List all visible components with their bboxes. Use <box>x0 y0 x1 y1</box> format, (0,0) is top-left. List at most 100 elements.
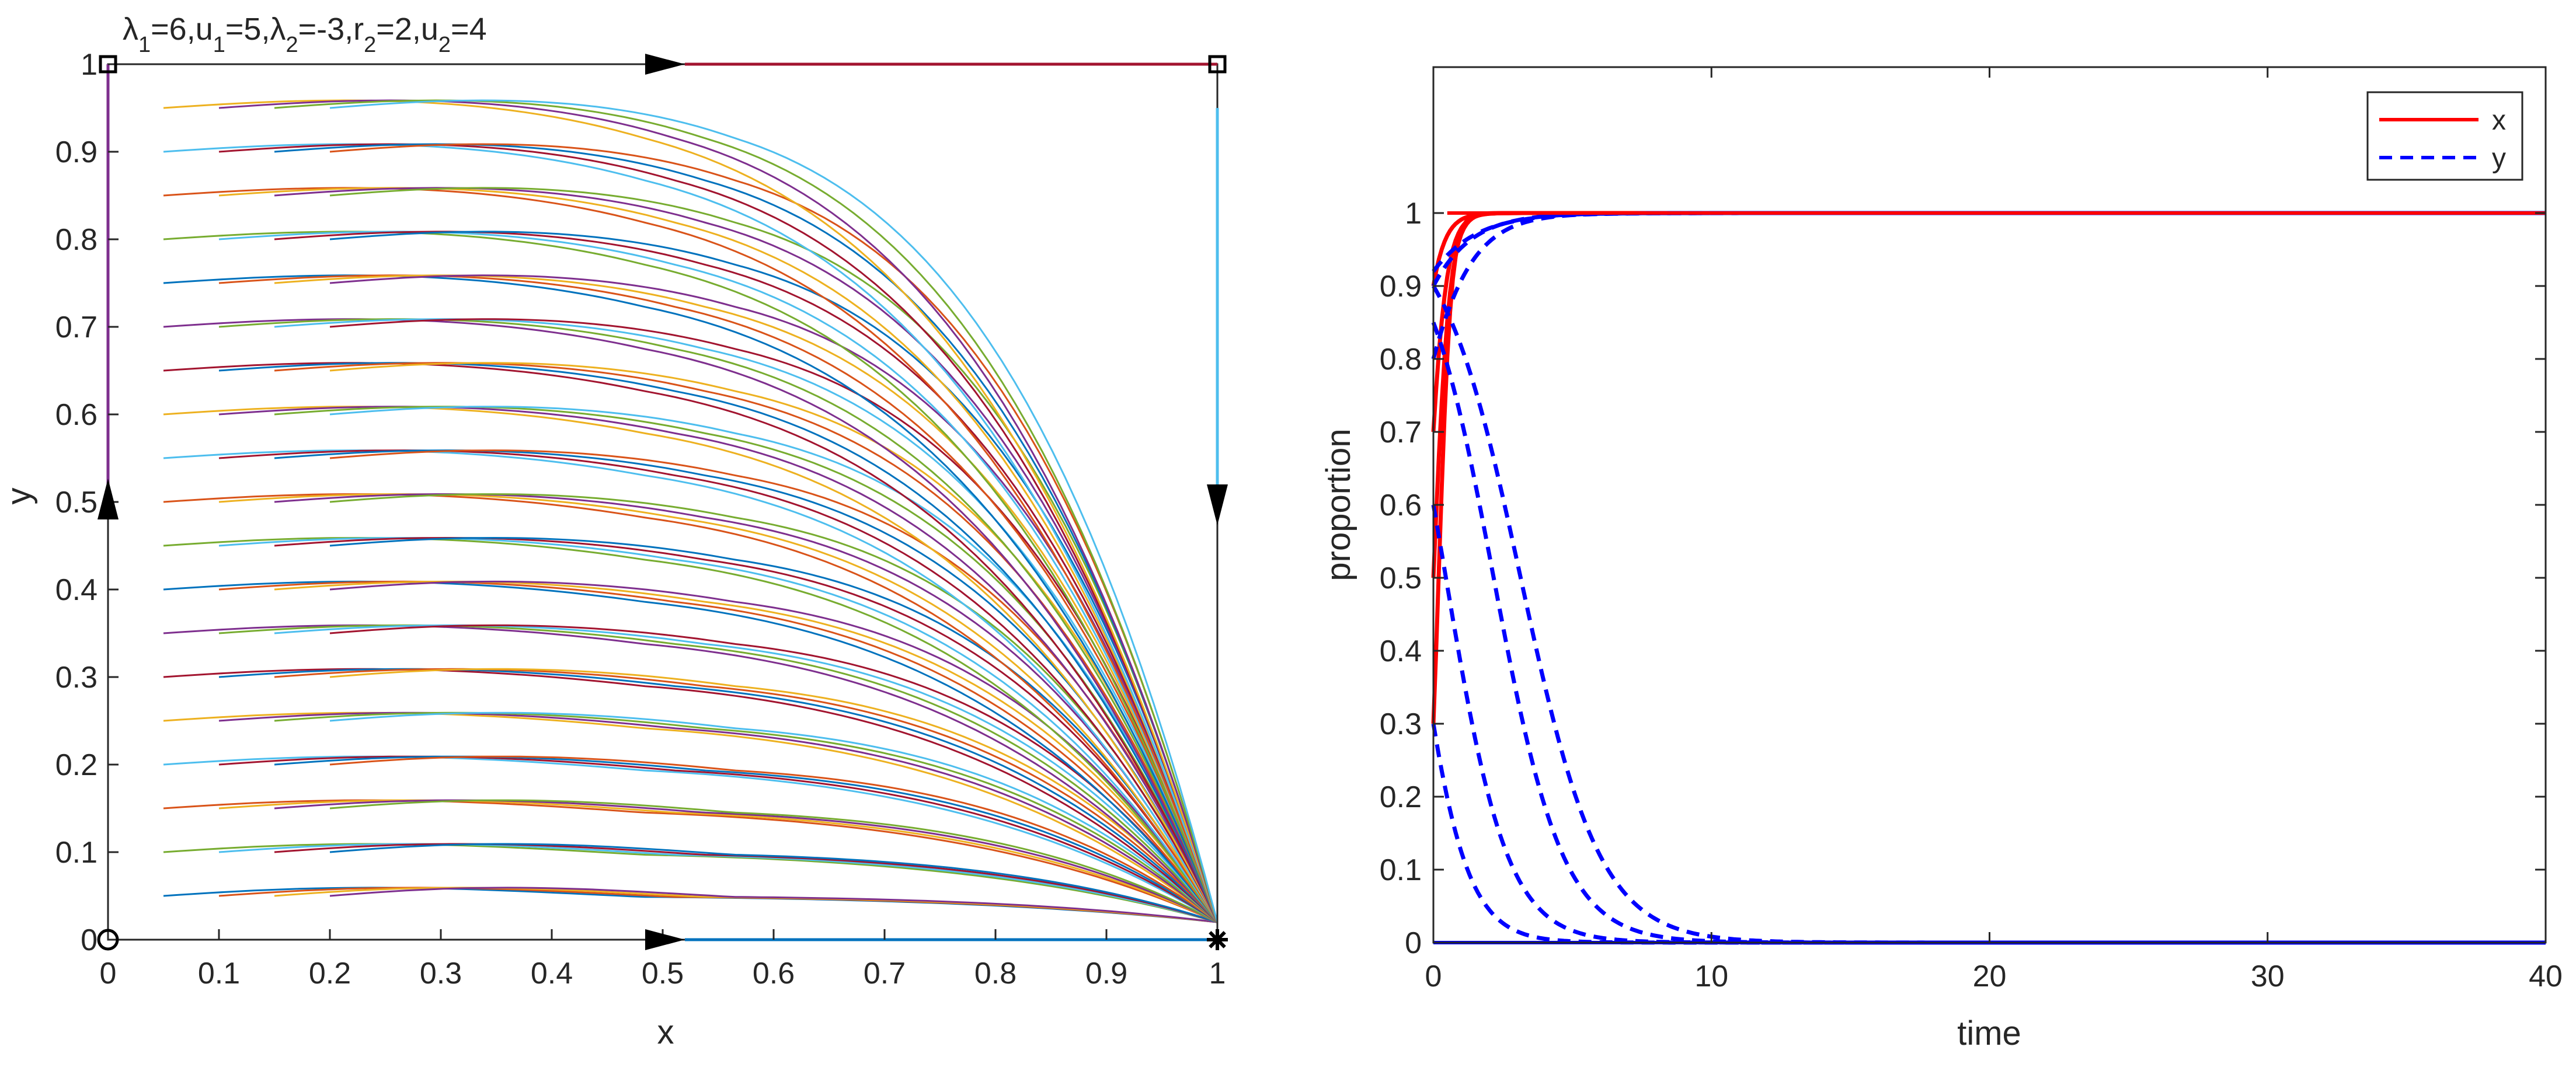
legend-x-label: x <box>2492 105 2506 136</box>
trajectory <box>274 231 1219 923</box>
y-tick-label: 0.8 <box>55 223 98 257</box>
trajectory <box>274 711 1218 923</box>
trajectory <box>218 580 1219 923</box>
trajectory <box>329 799 1218 923</box>
title-part: =4 <box>451 12 487 47</box>
legend-y-label: y <box>2492 143 2506 174</box>
y-tick-label: 0.5 <box>55 486 98 519</box>
title-part: =5, <box>225 12 270 47</box>
trajectory <box>274 449 1219 923</box>
y-tick-label: 0.2 <box>1380 780 1422 814</box>
time-plot-background <box>1433 67 2546 943</box>
trajectory <box>218 143 1219 923</box>
phase-portrait-x-axis-label: x <box>657 1013 674 1051</box>
trajectory <box>163 449 1219 923</box>
y-tick-label: 1 <box>1405 197 1422 231</box>
time-plot-x-axis-label: time <box>1957 1014 2021 1052</box>
flow-arrow <box>98 479 119 519</box>
trajectory <box>218 755 1218 923</box>
x-tick-label: 0.4 <box>531 957 573 990</box>
trajectory <box>218 536 1219 923</box>
y-tick-label: 1 <box>81 48 98 82</box>
trajectory <box>218 274 1219 923</box>
x-tick-label: 1 <box>1209 957 1226 990</box>
trajectory <box>218 449 1219 923</box>
flow-arrow <box>645 54 685 75</box>
x-tick-label: 0.6 <box>753 957 795 990</box>
legend-box <box>2366 91 2523 181</box>
x-tick-label: 0.7 <box>864 957 906 990</box>
y-tick-label: 0.3 <box>1380 707 1422 741</box>
y-tick-label: 0.9 <box>55 135 98 169</box>
y-tick-label: 0.4 <box>55 573 98 607</box>
trajectory <box>329 318 1219 923</box>
y-tick-label: 0.1 <box>55 836 98 870</box>
asterisk-stroke <box>1209 931 1226 948</box>
title-part: =-3,r <box>298 12 364 47</box>
x-tick-label: 0.1 <box>198 957 240 990</box>
trajectory <box>274 493 1219 923</box>
trajectory <box>163 406 1219 923</box>
y-tick-label: 0.4 <box>1380 634 1422 668</box>
trajectory <box>329 711 1219 923</box>
trajectory <box>218 318 1219 923</box>
title-part: λ <box>270 12 286 47</box>
y-tick-label: 0.3 <box>55 661 98 695</box>
y-tick-label: 0.7 <box>1380 416 1422 449</box>
title-part: 2 <box>438 33 451 57</box>
x-tick-label: 10 <box>1694 960 1728 993</box>
y-tick-label: 0.8 <box>1380 343 1422 376</box>
trajectory <box>329 668 1219 923</box>
trajectory <box>329 536 1219 923</box>
trajectory <box>218 799 1218 923</box>
trajectory <box>274 99 1219 923</box>
trajectory <box>163 362 1219 923</box>
title-part: 1 <box>138 33 151 57</box>
y-tick-label: 0.6 <box>55 398 98 432</box>
trajectory <box>274 274 1219 923</box>
trajectory <box>163 187 1219 923</box>
trajectory <box>218 231 1219 923</box>
trajectory <box>218 711 1218 923</box>
trajectory <box>163 624 1219 923</box>
trajectory <box>329 187 1219 923</box>
trajectory <box>329 755 1218 923</box>
trajectory <box>274 580 1219 923</box>
trajectory <box>163 799 1218 923</box>
title-part: =6,u <box>151 12 213 47</box>
x-tick-label: 0.3 <box>420 957 462 990</box>
equilibrium-markers <box>97 54 1228 951</box>
title-part: 2 <box>364 33 376 57</box>
trajectory <box>274 843 1218 923</box>
trajectory <box>329 231 1219 923</box>
trajectory-group <box>163 99 1219 923</box>
trajectory <box>163 755 1218 923</box>
flow-arrow <box>645 929 685 950</box>
equilibrium-square <box>1208 55 1227 74</box>
time-plot-ticks: 0 10 20 30 40 0 0.1 0.2 0.3 0.4 0.5 0.6 0.7 0.8 0.9 1 <box>1380 67 2563 993</box>
y-tick-label: 0 <box>81 923 98 957</box>
trajectory <box>163 274 1219 923</box>
x-tick-label: 0 <box>100 957 117 990</box>
trajectory <box>329 843 1218 923</box>
equilibrium-circle <box>97 929 119 951</box>
flow-arrow <box>1207 484 1228 525</box>
trajectory <box>218 187 1219 923</box>
trajectory <box>218 406 1219 923</box>
trajectory <box>163 711 1218 923</box>
trajectory <box>274 799 1218 923</box>
trajectory <box>163 493 1219 923</box>
y-tick-label: 0.5 <box>1380 561 1422 595</box>
legend: xy <box>2366 91 2523 181</box>
y-tick-label: 0.1 <box>1380 853 1422 887</box>
trajectory <box>274 668 1219 923</box>
time-series-group <box>1431 211 2546 945</box>
y-tick-label: 0.9 <box>1380 270 1422 303</box>
trajectory <box>329 624 1219 923</box>
x-tick-label: 20 <box>1973 960 2007 993</box>
x-tick-label: 30 <box>2251 960 2285 993</box>
y-tick-label: 0 <box>1405 926 1422 960</box>
trajectory <box>329 887 1218 923</box>
trajectory <box>274 187 1219 923</box>
